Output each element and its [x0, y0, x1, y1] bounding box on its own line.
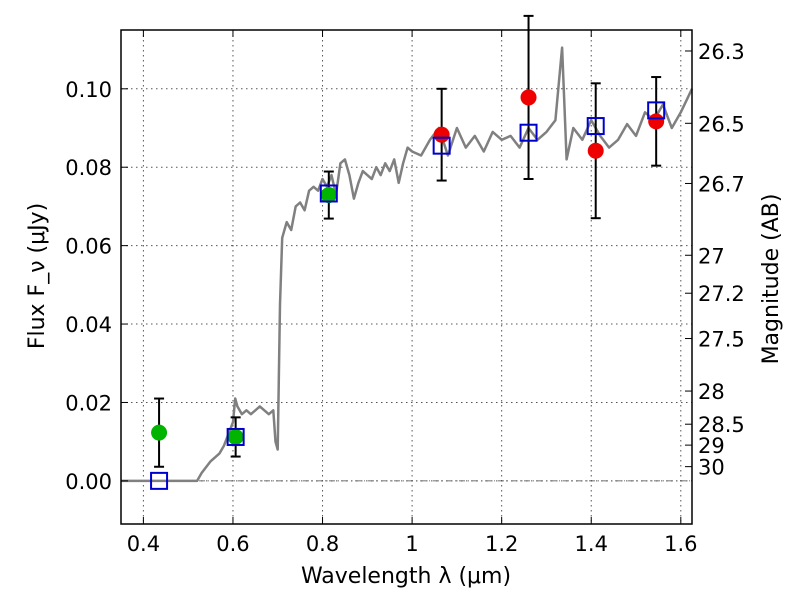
x-tick-label: 0.8: [306, 532, 339, 556]
green-data-point: [320, 187, 337, 204]
magnitude-tick-label: 27.5: [698, 328, 745, 352]
model-photometry-square: [519, 123, 538, 142]
magnitude-tick-label: 29: [698, 434, 725, 458]
x-tick-label: 1: [405, 532, 418, 556]
red-data-point: [648, 113, 665, 130]
gridlines: [121, 30, 692, 524]
x-tick-label: 0.6: [216, 532, 249, 556]
model-photometry-square: [586, 117, 605, 136]
magnitude-tick-label: 26.5: [698, 112, 745, 136]
model-sed-series: [121, 46, 694, 483]
magnitude-tick-label: 26.7: [698, 172, 745, 196]
green-data-point: [151, 424, 168, 441]
magnitude-tick-label: 27: [698, 244, 725, 268]
red-data-point: [433, 126, 450, 143]
plot-frame: [120, 29, 693, 525]
y-tick-label: 0.00: [65, 470, 112, 494]
model-photometry-square: [226, 427, 245, 446]
x-tick-labels: 0.4 0.6 0.8 1 1.2 1.4 1.6: [127, 532, 698, 556]
model-photometry-square: [432, 136, 451, 155]
y-axis-label: Flux F_ν (μJy): [25, 203, 50, 349]
data-markers: [150, 89, 666, 490]
model-sed-line: [121, 46, 694, 483]
x-tick-label: 0.4: [127, 532, 160, 556]
x-tick-label: 1.2: [485, 532, 518, 556]
magnitude-tick-label: 26.3: [698, 40, 745, 64]
magnitude-tick-label: 30: [698, 456, 725, 480]
y-tick-label: 0.06: [65, 235, 112, 259]
y-tick-label: 0.04: [65, 313, 112, 337]
x-tick-label: 1.6: [664, 532, 697, 556]
magnitude-tick-label: 28.5: [698, 413, 745, 437]
magnitude-tick-label: 27.2: [698, 282, 745, 306]
y-tick-label: 0.02: [65, 391, 112, 415]
magnitude-tick-label: 28: [698, 380, 725, 404]
y-tick-labels: 0.00 0.02 0.04 0.06 0.08 0.10: [65, 78, 112, 494]
model-photometry-square: [319, 184, 338, 203]
model-photometry-square: [647, 101, 666, 120]
red-data-point: [520, 89, 537, 106]
magnitude-axis-label: Magnitude (AB): [759, 194, 784, 365]
y-tick-label: 0.08: [65, 156, 112, 180]
red-data-point: [587, 142, 604, 159]
y-tick-label: 0.10: [65, 78, 112, 102]
error-bars: [154, 14, 662, 468]
model-photometry-square: [150, 471, 169, 490]
green-data-point: [227, 428, 244, 445]
x-tick-label: 1.4: [575, 532, 608, 556]
x-axis-label: Wavelength λ (μm): [301, 564, 511, 589]
axis-ticks: [121, 30, 692, 524]
